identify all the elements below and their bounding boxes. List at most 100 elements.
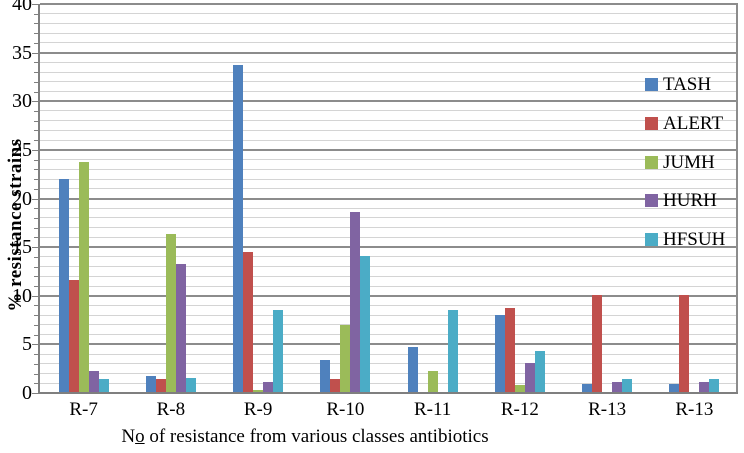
y-tick-label: 20 [12, 187, 32, 210]
legend-label: JUMH [663, 151, 715, 173]
legend-item-hfsuh: HFSUH [645, 229, 725, 253]
major-gridline [40, 197, 738, 200]
bar-jumh-r-9 [253, 390, 264, 393]
legend-swatch-icon [645, 116, 658, 130]
x-axis-title-underlined-letter: o [135, 426, 145, 447]
y-axis-tick [34, 188, 39, 190]
minor-gridline [40, 120, 738, 122]
major-gridline [40, 343, 738, 346]
minor-gridline [40, 42, 738, 44]
legend-label: HURH [663, 190, 717, 212]
y-axis-tick [34, 227, 39, 229]
y-axis-tick [34, 237, 39, 239]
y-axis-tick [34, 354, 39, 356]
y-axis-tick [34, 110, 39, 112]
y-axis-tick [34, 91, 39, 93]
x-category-label: R-10 [326, 399, 365, 420]
bar-hfsuh-r-10 [360, 255, 371, 393]
bar-tash-r-10 [320, 359, 331, 393]
y-axis-tick [32, 52, 39, 54]
y-axis-tick [34, 324, 39, 326]
minor-gridline [40, 168, 738, 170]
legend-item-jumh: JUMH [645, 152, 715, 176]
bar-hfsuh-r-12 [534, 351, 545, 393]
minor-gridline [40, 159, 738, 161]
legend-label: ALERT [663, 112, 724, 134]
bar-jumh-r-12 [514, 385, 525, 393]
bar-tash-r-9 [233, 65, 244, 393]
bar-hurh-r-12 [524, 362, 535, 393]
minor-gridline [40, 110, 738, 112]
y-tick-label: 5 [22, 333, 32, 356]
bar-tash-r-12 [494, 315, 505, 393]
y-tick-label: 15 [12, 236, 32, 259]
bar-alert-r-13 [592, 294, 603, 393]
y-axis-tick [34, 159, 39, 161]
y-axis-tick [34, 62, 39, 64]
bar-tash-r-13 [669, 384, 680, 393]
y-axis-tick [34, 169, 39, 171]
minor-gridline [40, 275, 738, 277]
major-gridline [40, 246, 738, 249]
bar-hurh-r-13 [612, 382, 623, 393]
major-gridline [40, 148, 738, 151]
legend-swatch-icon [645, 233, 658, 246]
y-tick-label: 0 [22, 382, 32, 404]
minor-gridline [40, 314, 738, 316]
bar-hfsuh-r-11 [447, 310, 458, 393]
major-gridline [40, 100, 738, 103]
minor-gridline [40, 71, 738, 73]
x-axis-title-rest: of resistance from various classes antib… [144, 426, 489, 447]
bar-alert-r-9 [243, 252, 254, 393]
bar-alert-r-13 [679, 294, 690, 393]
y-axis-tick [34, 72, 39, 74]
legend-item-tash: TASH [645, 74, 711, 98]
bar-hfsuh-r-13 [709, 379, 720, 393]
bar-hfsuh-r-7 [98, 379, 109, 393]
y-axis-tick [34, 208, 39, 210]
y-tick-label: 40 [12, 0, 32, 15]
x-category-label: R-7 [69, 399, 98, 420]
y-axis-tick [32, 149, 39, 151]
y-axis-tick [34, 23, 39, 25]
y-axis-tick [34, 315, 39, 317]
minor-gridline [40, 13, 738, 15]
x-category-label: R-13 [588, 399, 627, 420]
y-tick-label: 10 [12, 284, 32, 307]
bar-hfsuh-r-9 [273, 310, 284, 393]
y-axis-tick [32, 101, 39, 103]
y-axis-tick [34, 130, 39, 132]
bar-jumh-r-11 [427, 370, 438, 393]
minor-gridline [40, 363, 738, 365]
y-axis-tick [34, 13, 39, 15]
minor-gridline [40, 22, 738, 24]
y-axis-tick [34, 217, 39, 219]
y-axis-tick [34, 266, 39, 268]
plot-right-border [736, 4, 738, 393]
major-gridline [40, 3, 738, 5]
minor-gridline [40, 353, 738, 355]
minor-gridline [40, 81, 738, 83]
bar-hurh-r-7 [88, 370, 99, 393]
minor-gridline [40, 207, 738, 209]
legend-swatch-icon [645, 78, 658, 91]
y-axis-tick [34, 363, 39, 365]
bar-tash-r-13 [582, 384, 593, 393]
y-axis-line [38, 4, 40, 394]
y-axis-tick [34, 140, 39, 142]
minor-gridline [40, 188, 738, 190]
y-axis-tick [32, 247, 39, 249]
x-category-label: R-12 [500, 399, 539, 420]
y-tick-label: 30 [12, 90, 32, 113]
minor-gridline [40, 61, 738, 63]
y-axis-tick [34, 256, 39, 258]
plot-area [40, 3, 738, 393]
minor-gridline [40, 217, 738, 219]
legend-swatch-icon [645, 194, 658, 208]
y-axis-tick [32, 344, 39, 346]
legend-item-alert: ALERT [645, 113, 723, 137]
legend-label: TASH [663, 74, 712, 95]
legend-swatch-icon [645, 155, 658, 169]
y-axis-tick [34, 179, 39, 181]
bar-hurh-r-8 [175, 263, 186, 393]
